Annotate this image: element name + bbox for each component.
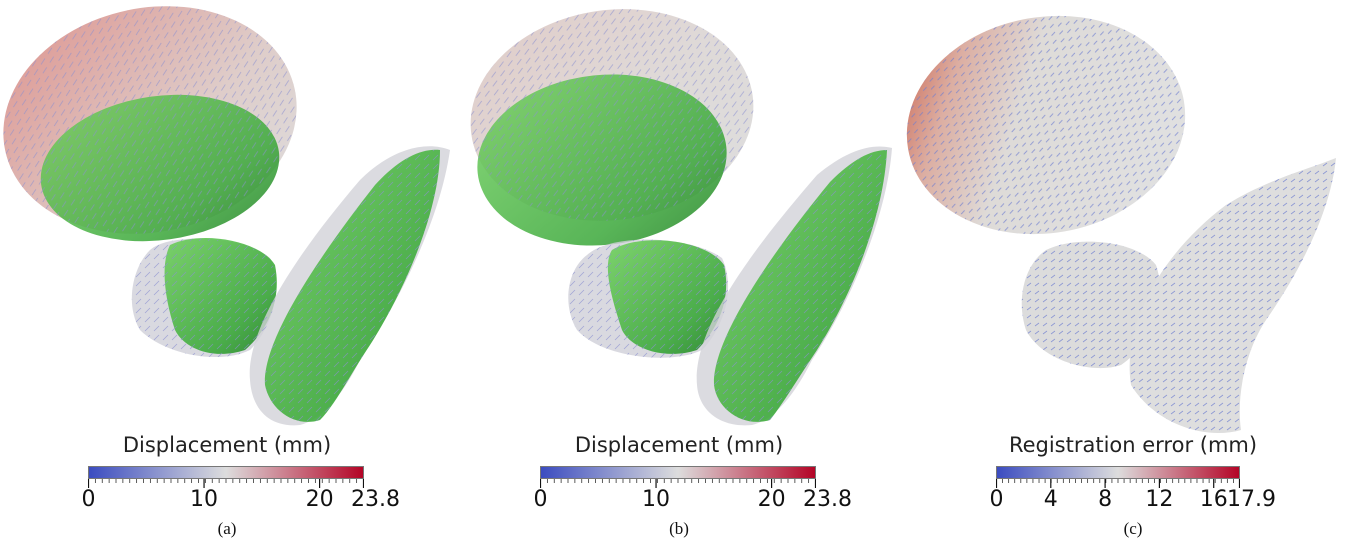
panel-c: Registration error (mm) 0 4 8 12 16 17.9 (c) [906, 0, 1360, 544]
colorbar-title: Registration error (mm) [1008, 433, 1258, 457]
colorbar-ticks [540, 479, 816, 488]
colorbar-tick-label: 0 [533, 487, 548, 512]
colorbar-tick-label: 0 [81, 487, 96, 512]
colorbar-tick-label: 12 [1145, 487, 1174, 512]
colorbar-tick-label: 10 [642, 487, 671, 512]
anatomy-render-b [470, 9, 892, 426]
colorbar-title: Displacement (mm) [574, 433, 784, 457]
anatomy-render-a [3, 6, 450, 426]
colorbar-tick-label: 8 [1098, 487, 1113, 512]
colorbar-tick-label: 20 [305, 487, 334, 512]
colorbar-tick-label: 20 [757, 487, 786, 512]
anatomy-render-c [906, 15, 1336, 433]
colorbar [88, 466, 364, 479]
colorbar-tick-label: 23.8 [803, 487, 852, 512]
colorbar [996, 466, 1240, 479]
colorbar-tick-label: 16 [1199, 487, 1228, 512]
colorbar-title: Displacement (mm) [122, 433, 332, 457]
panel-caption: (a) [217, 519, 237, 538]
colorbar-ticks [996, 479, 1240, 488]
panel-b: Displacement (mm) 0 10 20 23.8 (b) [452, 0, 906, 544]
colorbar-tick-label: 0 [989, 487, 1004, 512]
colorbar-tick-label: 4 [1043, 487, 1058, 512]
panel-caption: (c) [1123, 519, 1143, 538]
colorbar-tick-label: 10 [190, 487, 219, 512]
panel-a: Displacement (mm) 0 10 20 23.8 (a) [0, 0, 454, 544]
colorbar [540, 466, 816, 479]
colorbar-ticks [88, 479, 364, 488]
panel-caption: (b) [669, 519, 689, 538]
colorbar-tick-label: 17.9 [1227, 487, 1276, 512]
colorbar-tick-label: 23.8 [351, 487, 400, 512]
